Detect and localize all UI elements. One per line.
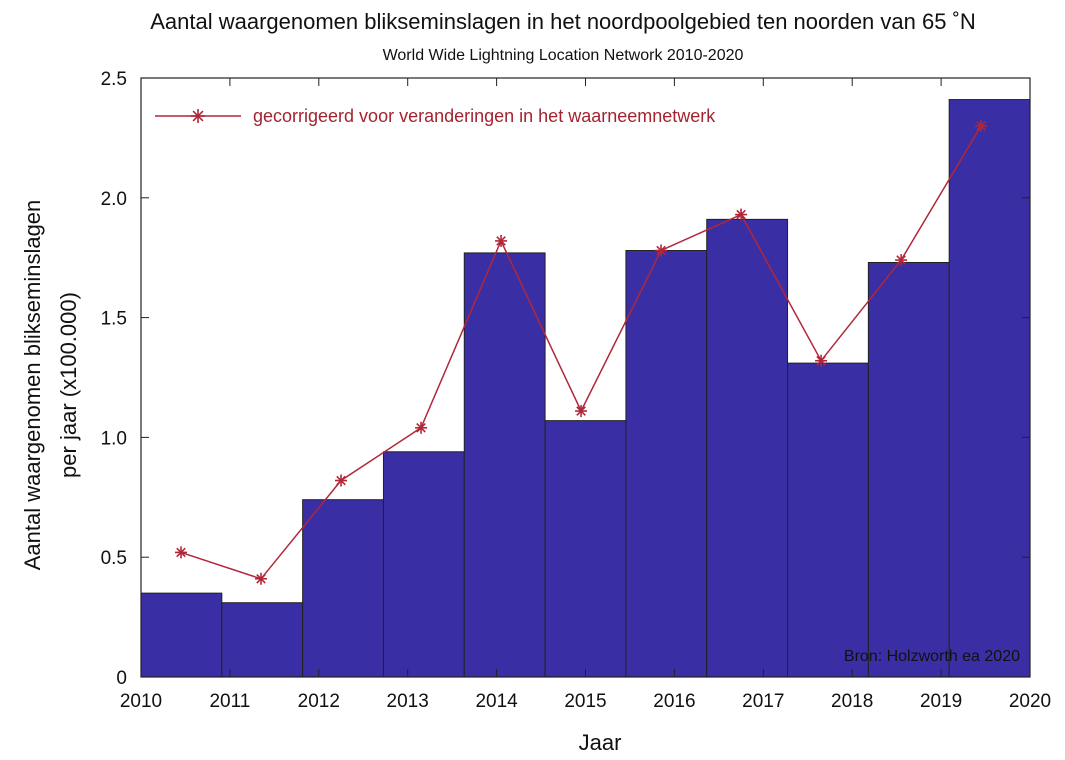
series-point-9 [895,254,908,267]
y-axis-ticks: 0 0.5 1.0 1.5 2.0 2.5 [101,69,1030,689]
bar-2017 [706,218,789,678]
x-tick-label: 2010 [120,691,162,712]
y-axis-label: Aantal waargenomen blikseminslagen per j… [20,200,81,571]
x-tick-label: 2015 [564,691,606,712]
y-tick-label: 1.0 [101,428,127,449]
bar-2019 [867,261,950,678]
chart-subtitle: World Wide Lightning Location Network 20… [383,47,744,64]
legend-label: gecorrigeerd voor veranderingen in het w… [253,106,716,126]
legend-marker-icon [191,109,205,123]
y-tick-label: 0 [116,668,127,689]
series-point-1 [255,572,268,585]
bar-2011 [221,602,304,678]
bar-2010 [140,592,223,678]
chart-title: Aantal waargenomen blikseminslagen in he… [150,9,976,34]
y-tick-label: 0.5 [101,548,127,569]
y-tick-label: 1.5 [101,309,127,330]
x-tick-label: 2017 [742,691,784,712]
x-tick-label: 2011 [209,691,250,712]
bars-layer [140,99,1031,678]
x-axis-label: Jaar [579,730,622,755]
series-point-0 [175,546,188,559]
x-axis-ticks: 2010 2011 2012 2013 2014 2015 2016 2017 2018 2019… [120,78,1051,712]
bar-2020 [948,99,1031,678]
bar-2018 [787,362,869,678]
x-tick-label: 2018 [831,691,873,712]
series-point-4 [495,234,508,247]
bar-2016 [625,250,708,678]
legend-asterisk [191,109,205,123]
legend: gecorrigeerd voor veranderingen in het w… [155,106,716,126]
y-tick-label: 2.5 [101,69,127,90]
y-tick-label: 2.0 [101,189,127,210]
x-tick-label: 2013 [387,691,429,712]
x-tick-label: 2019 [920,691,962,712]
y-axis-label-line-1: Aantal waargenomen blikseminslagen [20,200,45,571]
bar-2012 [302,499,384,678]
x-tick-label: 2020 [1009,691,1051,712]
series-point-7 [735,208,748,221]
x-tick-label: 2012 [298,691,340,712]
bar-2014 [463,252,546,678]
source-note: Bron: Holzworth ea 2020 [844,648,1020,665]
series-point-3 [415,421,428,434]
bar-2015 [544,420,627,678]
series-point-2 [335,474,348,487]
series-point-5 [575,405,588,418]
series-point-10 [975,119,988,132]
y-axis-label-line-2: per jaar (x100.000) [56,292,81,478]
x-tick-label: 2014 [475,691,518,712]
line-series-layer [175,119,988,585]
x-tick-label: 2016 [653,691,695,712]
bar-2013 [382,451,465,678]
series-point-8 [815,354,828,367]
series-point-6 [655,244,668,257]
